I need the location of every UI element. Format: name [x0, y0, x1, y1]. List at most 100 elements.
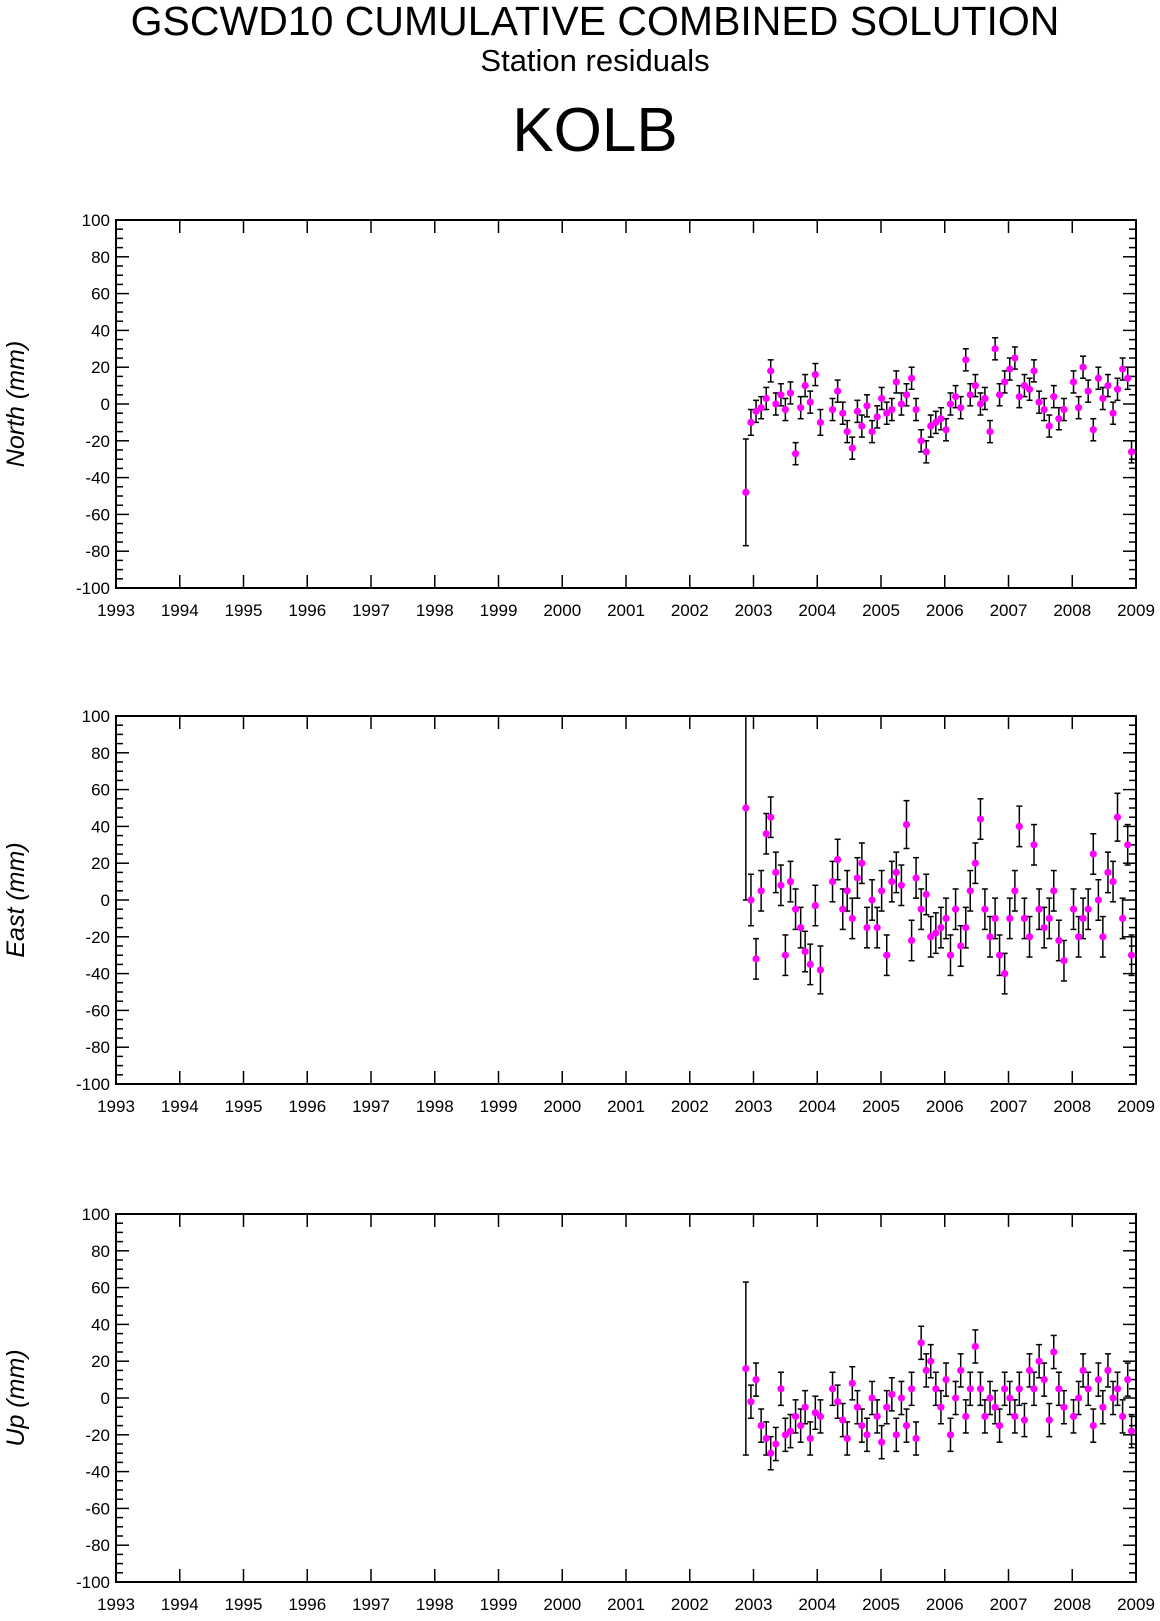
up-data-point [981, 1412, 989, 1420]
up-x-tick-label: 2002 [671, 1595, 709, 1614]
up-x-tick-label: 2004 [798, 1595, 836, 1614]
east-data-point [801, 947, 809, 956]
east-x-tick-label: 1999 [480, 1097, 518, 1116]
north-data-point [922, 448, 930, 456]
east-panel: 100 80 60 40 20 0 -20 -40 -60 -80 -100 1993 1994 1995… [2, 707, 1155, 1116]
up-data-point [995, 1422, 1004, 1430]
north-x-tick-label: 2005 [862, 601, 900, 620]
up-data-point [1124, 1376, 1132, 1384]
east-data-point [1079, 914, 1087, 923]
up-data-point [786, 1427, 795, 1435]
east-data-point [828, 878, 837, 886]
up-x-tick-label: 1999 [480, 1595, 518, 1614]
north-data-point [853, 407, 862, 415]
up-x-tick-label: 1993 [97, 1595, 135, 1614]
up-data-point [1113, 1385, 1122, 1393]
east-x-tick-label: 2008 [1053, 1097, 1091, 1116]
east-data-point [892, 868, 900, 877]
up-data-point [742, 1364, 750, 1373]
east-data-point [1124, 841, 1132, 849]
north-data-point [806, 398, 814, 406]
north-y-tick-label: 80 [91, 248, 110, 267]
north-data-point [801, 382, 809, 390]
east-data-point [1020, 914, 1029, 923]
north-y-tick-label: 0 [101, 395, 110, 414]
east-data-point [839, 905, 847, 913]
north-data-point [1040, 405, 1048, 414]
north-y-tick-label: -80 [85, 542, 110, 561]
east-data-point [1035, 905, 1043, 913]
north-data-point [888, 405, 896, 414]
north-y-tick-label: 100 [82, 211, 110, 230]
north-data-point [1069, 378, 1078, 386]
east-data-point [806, 960, 814, 969]
north-y-tick-label: 60 [91, 285, 110, 304]
north-data-point [927, 422, 935, 430]
up-data-point [1084, 1385, 1092, 1393]
up-data-point [888, 1390, 896, 1398]
east-data-point [1069, 905, 1078, 913]
up-data-point [966, 1385, 974, 1393]
north-data-point [811, 370, 819, 379]
east-y-axis-label: East (mm) [2, 842, 30, 957]
east-data-point [1050, 887, 1058, 895]
north-data-point [747, 418, 755, 426]
east-y-tick-label: 60 [91, 781, 110, 800]
north-x-tick-label: 1998 [416, 601, 454, 620]
up-y-tick-label: 100 [82, 1205, 110, 1224]
east-data-point [995, 951, 1004, 959]
east-y-tick-label: -20 [85, 928, 110, 947]
north-data-point [991, 345, 999, 353]
east-data-point [1094, 896, 1102, 904]
east-x-tick-label: 1995 [225, 1097, 263, 1116]
east-data-point [971, 859, 979, 867]
east-y-tick-label: 100 [82, 707, 110, 726]
north-data-point [1060, 405, 1068, 414]
north-data-point [868, 428, 876, 436]
north-data-point [951, 393, 960, 401]
up-x-tick-label: 2006 [926, 1595, 964, 1614]
north-data-point [791, 450, 800, 458]
north-data-point [1119, 365, 1127, 373]
north-data-point [962, 356, 970, 364]
north-x-tick-label: 1997 [352, 601, 390, 620]
north-x-tick-label: 2000 [543, 601, 581, 620]
north-x-tick-label: 2006 [926, 601, 964, 620]
east-data-point [747, 896, 755, 904]
up-data-point [839, 1416, 847, 1424]
east-data-point [1060, 957, 1068, 965]
north-data-point [772, 400, 780, 408]
east-data-point [1109, 878, 1117, 886]
north-data-point [966, 391, 974, 399]
north-data-point [883, 409, 891, 417]
up-data-point [868, 1394, 876, 1402]
north-data-point [1094, 374, 1102, 382]
up-x-tick-label: 2008 [1053, 1595, 1091, 1614]
north-data-point [839, 409, 847, 417]
east-data-point [883, 951, 891, 959]
north-data-point [1001, 378, 1009, 386]
east-data-point [1025, 933, 1034, 941]
east-data-point [888, 878, 896, 886]
up-x-tick-label: 1998 [416, 1595, 454, 1614]
east-x-tick-label: 2003 [735, 1097, 773, 1116]
east-x-tick-label: 1993 [97, 1097, 135, 1116]
up-data-point [883, 1403, 891, 1411]
up-data-point [781, 1431, 789, 1439]
east-data-point [1011, 887, 1019, 895]
up-y-tick-label: -100 [76, 1573, 110, 1592]
north-data-point [1084, 387, 1092, 395]
up-data-point [1109, 1394, 1117, 1402]
east-data-point [942, 914, 950, 923]
up-data-point [1104, 1366, 1112, 1374]
north-data-point [1015, 393, 1023, 401]
east-data-point [1045, 914, 1053, 923]
east-x-tick-label: 1996 [288, 1097, 326, 1116]
up-data-point [843, 1434, 851, 1443]
east-x-tick-label: 2002 [671, 1097, 709, 1116]
east-data-point [853, 874, 862, 882]
up-data-point [1015, 1385, 1023, 1393]
up-x-tick-label: 2001 [607, 1595, 645, 1614]
north-data-point [932, 418, 940, 426]
